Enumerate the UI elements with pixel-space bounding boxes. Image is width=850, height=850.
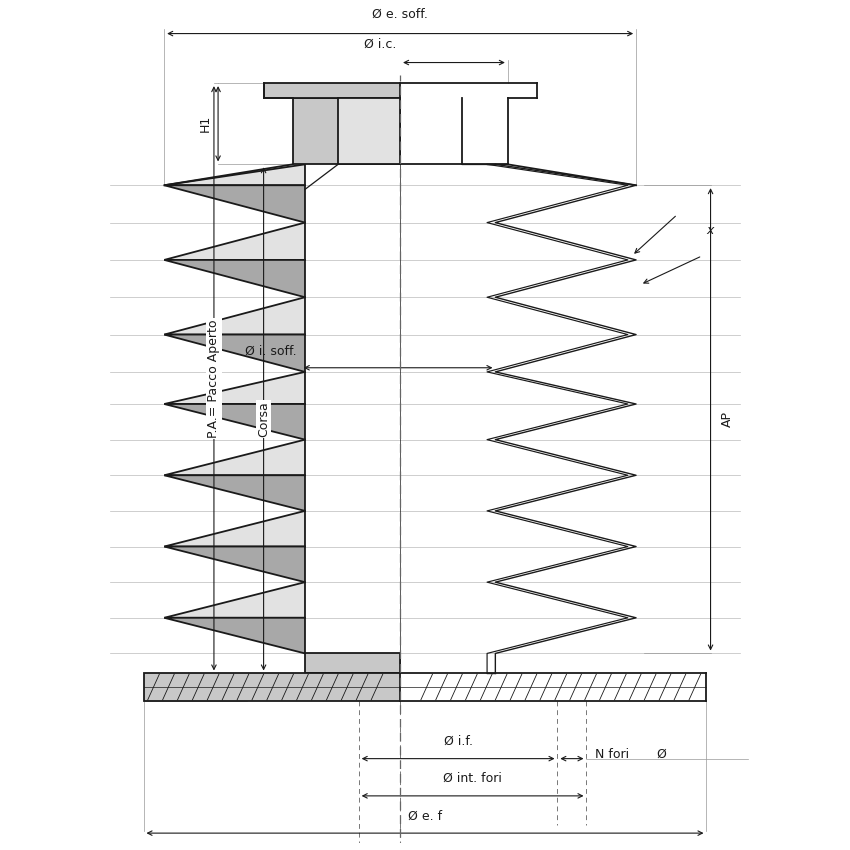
Polygon shape [164, 164, 305, 185]
Polygon shape [164, 404, 305, 439]
Polygon shape [164, 618, 305, 654]
Polygon shape [164, 372, 305, 404]
Polygon shape [292, 98, 400, 164]
Polygon shape [305, 654, 400, 673]
Text: Ø i. soff.: Ø i. soff. [245, 345, 297, 358]
Text: Ø i.f.: Ø i.f. [444, 735, 473, 748]
Text: Ø e. f: Ø e. f [408, 809, 442, 822]
Polygon shape [164, 582, 305, 618]
Text: Ø int. fori: Ø int. fori [443, 772, 502, 785]
Text: N fori: N fori [595, 748, 629, 761]
Polygon shape [144, 673, 400, 700]
Text: Ø: Ø [657, 748, 666, 761]
Text: Ø e. soff.: Ø e. soff. [372, 8, 428, 21]
Polygon shape [164, 260, 305, 298]
Polygon shape [164, 439, 305, 475]
Polygon shape [164, 223, 305, 260]
Polygon shape [164, 335, 305, 372]
Polygon shape [164, 185, 305, 223]
Text: Ø i.c.: Ø i.c. [364, 38, 396, 51]
Polygon shape [164, 511, 305, 547]
Text: P.C.: P.C. [257, 676, 270, 698]
Polygon shape [164, 547, 305, 582]
Polygon shape [164, 475, 305, 511]
Text: Corsa: Corsa [257, 401, 270, 437]
Text: x: x [706, 224, 714, 237]
Text: AP: AP [721, 411, 734, 428]
Polygon shape [164, 298, 305, 335]
Polygon shape [338, 98, 400, 164]
Polygon shape [264, 83, 400, 98]
Text: P.A.= Pacco Aperto: P.A.= Pacco Aperto [207, 319, 220, 438]
Text: H1: H1 [199, 115, 212, 133]
